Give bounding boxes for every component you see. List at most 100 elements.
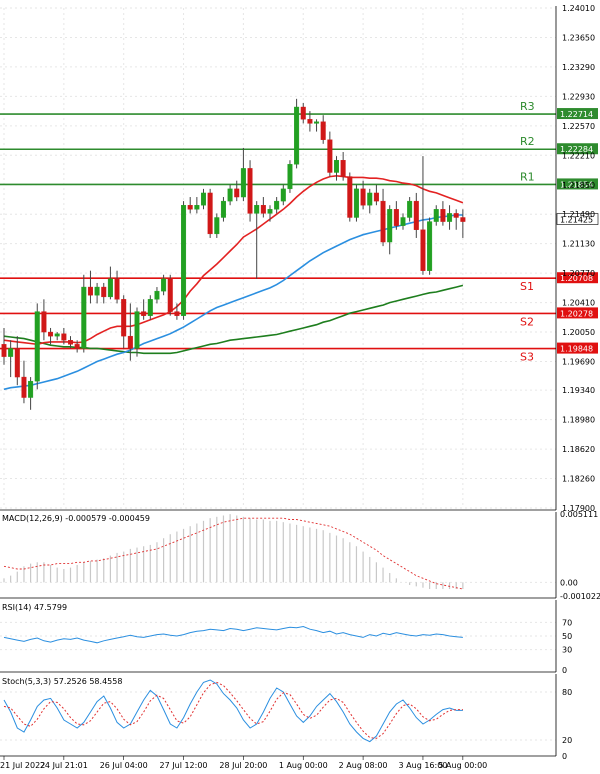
price-tick-label: 1.18980 [562, 416, 595, 425]
price-panel[interactable]: R3 1.22714 R2 1.22284 R1 1.21854 S1 1.20708 S2 1.… [0, 4, 599, 513]
macd-signal-line [3, 517, 463, 590]
candle-body [234, 188, 240, 198]
price-tick-label: 1.20050 [562, 328, 595, 337]
candle-body [334, 160, 340, 173]
macd-signal-path [3, 517, 463, 590]
macd-tick-label: -0.001022 [560, 592, 600, 601]
candle-body [393, 209, 399, 226]
price-tick-label: 1.17900 [562, 504, 595, 513]
candle-body [107, 278, 113, 298]
level-value-r3: 1.22714 [560, 110, 593, 119]
candle-body [14, 348, 20, 378]
candle-body [61, 333, 67, 341]
ma-green-line [3, 284, 464, 355]
rsi-label: RSI(14) 47.5799 [2, 603, 67, 612]
candle-body [21, 376, 27, 398]
price-tick-label: 1.22210 [562, 151, 595, 160]
candle-body [200, 192, 206, 206]
candle-body [48, 331, 54, 337]
rsi-panel[interactable]: 70 50 30 0 RSI(14) 47.5799 [0, 603, 572, 675]
rsi-line [3, 625, 463, 644]
stoch-tick-label: 0 [562, 752, 567, 761]
level-label-s1: S1 [520, 280, 534, 293]
candle-body [254, 205, 260, 214]
candle-body [353, 188, 359, 218]
stoch-tick-label: 80 [562, 688, 572, 697]
price-tick-label: 1.20410 [562, 299, 595, 308]
candle-body [367, 192, 373, 206]
price-tick-label: 1.23650 [562, 33, 595, 42]
candle-body [300, 106, 306, 120]
candle-body [94, 286, 100, 296]
price-axis: 1.24010 1.23650 1.23290 1.22930 1.22570 1.222… [562, 4, 595, 513]
candle-body [127, 335, 133, 349]
candle-body [287, 164, 293, 190]
rsi-tick-label: 50 [562, 632, 572, 641]
candle-body [387, 209, 393, 243]
panel-frames [0, 6, 557, 757]
candle-body [373, 192, 379, 202]
candle-body [54, 333, 60, 337]
ma-blue-line [3, 214, 463, 391]
candle-body [240, 168, 246, 198]
level-label-s2: S2 [520, 315, 534, 328]
candle-body [327, 139, 333, 173]
candle-body [147, 299, 153, 316]
stoch-axis: 80 20 0 [562, 688, 572, 761]
candle-body [247, 168, 253, 214]
candle-body [433, 209, 439, 222]
level-value-s1: 1.20708 [560, 274, 593, 283]
candle-body [28, 380, 34, 398]
stoch-tick-label: 20 [562, 736, 572, 745]
candle-body [174, 311, 180, 316]
stoch-label: Stoch(5,3,3) 57.2526 58.4558 [2, 677, 122, 686]
candle-body [220, 200, 226, 218]
level-tag-s1 [557, 272, 598, 284]
candle-body [8, 348, 14, 357]
price-tick-label: 1.18620 [562, 445, 595, 454]
candle-body [87, 286, 93, 296]
macd-panel[interactable]: 0.005111 0.00 -0.001022 MACD(12,26,9) -0.0… [0, 510, 600, 601]
rsi-tick-label: 0 [562, 666, 567, 675]
level-label-r2: R2 [520, 135, 535, 148]
price-tick-label: 1.21490 [562, 210, 595, 219]
current-price-value: 1.21425 [560, 216, 593, 225]
level-tag-s2 [557, 307, 598, 319]
candle-body [380, 200, 386, 243]
moving-averages [3, 174, 464, 391]
candle-body [154, 290, 160, 300]
candle-body [67, 340, 73, 345]
macd-histogram [3, 514, 464, 590]
candle-body [460, 217, 466, 222]
time-tick-label: 1 Aug 00:00 [279, 761, 328, 770]
price-tick-label: 1.21850 [562, 181, 595, 190]
stoch-panel[interactable]: 80 20 0 Stoch(5,3,3) 57.2526 58.4558 [0, 677, 572, 761]
candle-body [280, 188, 286, 202]
level-value-s3: 1.19848 [560, 345, 593, 354]
price-tick-label: 1.19690 [562, 358, 595, 367]
candle-body [407, 200, 413, 218]
candle-body [41, 311, 47, 333]
rsi-tick-label: 70 [562, 618, 572, 627]
level-value-r2: 1.22284 [560, 145, 593, 154]
candle-body [207, 192, 213, 235]
candle-body [1, 344, 7, 357]
candle-body [81, 286, 87, 349]
time-tick-label: 28 Jul 20:00 [219, 761, 267, 770]
candle-body [194, 205, 200, 210]
candle-body [181, 205, 187, 316]
candle-body [453, 213, 459, 218]
macd-label: MACD(12,26,9) -0.000579 -0.000459 [2, 514, 150, 523]
level-tag-r1 [557, 178, 598, 190]
price-tick-label: 1.24010 [562, 4, 595, 13]
price-tick-label: 1.19340 [562, 386, 595, 395]
candle-body [101, 286, 107, 298]
rsi-path [3, 625, 463, 644]
price-tick-label: 1.20770 [562, 269, 595, 278]
level-tag-s3 [557, 342, 598, 354]
price-tick-label: 1.23290 [562, 63, 595, 72]
candle-body [167, 278, 173, 312]
